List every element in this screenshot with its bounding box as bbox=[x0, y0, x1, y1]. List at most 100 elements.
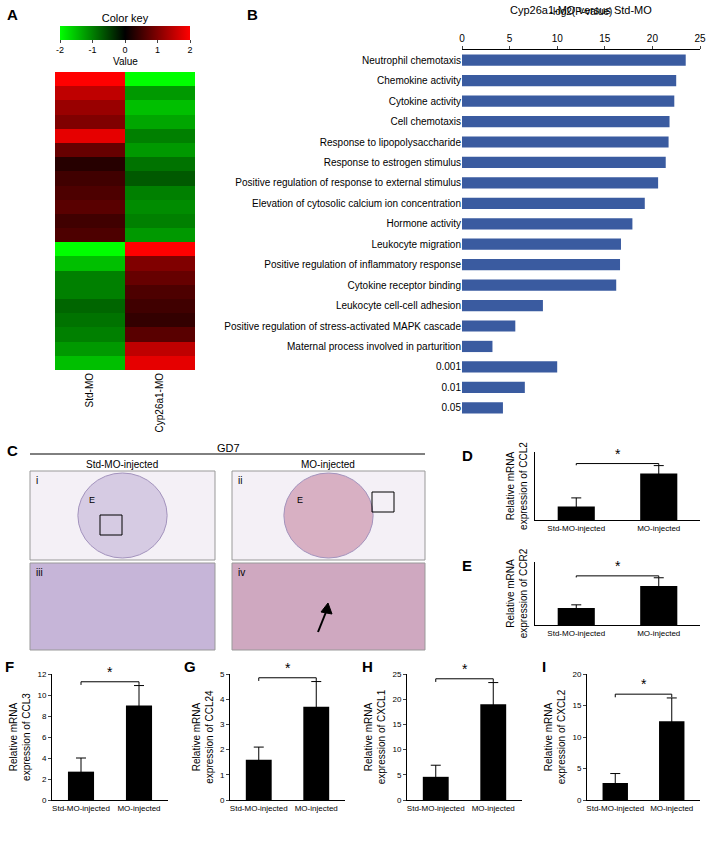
svg-text:Std-MO-injected: Std-MO-injected bbox=[586, 804, 644, 813]
svg-text:3: 3 bbox=[220, 720, 225, 729]
svg-text:Relative mRNAexpression of CXC: Relative mRNAexpression of CXCL2 bbox=[543, 689, 567, 784]
svg-text:*: * bbox=[285, 660, 291, 676]
svg-text:0: 0 bbox=[220, 796, 225, 805]
svg-text:0: 0 bbox=[122, 45, 127, 55]
svg-text:Cell chemotaxis: Cell chemotaxis bbox=[390, 116, 461, 127]
svg-text:-1: -1 bbox=[88, 45, 96, 55]
svg-text:*: * bbox=[107, 664, 113, 680]
svg-text:Std-MO-injected: Std-MO-injected bbox=[547, 524, 605, 533]
svg-text:MO-injected: MO-injected bbox=[472, 804, 515, 813]
svg-text:MO-injected: MO-injected bbox=[295, 804, 338, 813]
svg-text:5: 5 bbox=[507, 33, 513, 44]
svg-text:MO-injected: MO-injected bbox=[637, 524, 680, 533]
svg-text:MO-injected: MO-injected bbox=[637, 629, 680, 638]
svg-text:Relative mRNAexpression of CXC: Relative mRNAexpression of CXCL1 bbox=[363, 689, 387, 784]
svg-text:Relative mRNAexpression of CCL: Relative mRNAexpression of CCL24 bbox=[191, 690, 215, 784]
svg-text:12: 12 bbox=[37, 670, 46, 679]
svg-text:B: B bbox=[247, 6, 258, 23]
svg-text:5: 5 bbox=[220, 670, 225, 679]
svg-text:Hormone activity: Hormone activity bbox=[387, 218, 461, 229]
svg-text:0.001: 0.001 bbox=[436, 361, 461, 372]
svg-text:10: 10 bbox=[572, 733, 581, 742]
svg-text:Positive regulation of stress-: Positive regulation of stress-activated … bbox=[224, 321, 461, 332]
svg-text:15: 15 bbox=[392, 720, 401, 729]
svg-text:4: 4 bbox=[220, 695, 225, 704]
svg-text:E: E bbox=[462, 557, 472, 574]
svg-text:Relative mRNAexpression of CCL: Relative mRNAexpression of CCL3 bbox=[8, 693, 32, 781]
svg-text:6: 6 bbox=[42, 733, 47, 742]
svg-text:Cytokine activity: Cytokine activity bbox=[389, 96, 461, 107]
svg-text:Cytokine receptor binding: Cytokine receptor binding bbox=[348, 280, 461, 291]
svg-text:-2: -2 bbox=[56, 45, 64, 55]
svg-text:0: 0 bbox=[42, 796, 47, 805]
svg-text:4: 4 bbox=[42, 754, 47, 763]
svg-text:MO-injected: MO-injected bbox=[650, 804, 693, 813]
svg-text:MO-injected: MO-injected bbox=[117, 804, 160, 813]
svg-text:iv: iv bbox=[238, 567, 245, 578]
svg-text:Cyp26a1-MO versus Std-MO: Cyp26a1-MO versus Std-MO bbox=[510, 4, 652, 16]
svg-text:Neutrophil chemotaxis: Neutrophil chemotaxis bbox=[362, 55, 461, 66]
svg-text:15: 15 bbox=[599, 33, 611, 44]
svg-text:*: * bbox=[615, 446, 621, 462]
svg-text:Maternal process involved in p: Maternal process involved in parturition bbox=[287, 341, 461, 352]
svg-text:5: 5 bbox=[397, 771, 402, 780]
svg-text:10: 10 bbox=[392, 745, 401, 754]
svg-text:1: 1 bbox=[220, 771, 225, 780]
svg-text:10: 10 bbox=[37, 691, 46, 700]
svg-text:Leukocyte cell-cell adhesion: Leukocyte cell-cell adhesion bbox=[336, 300, 461, 311]
svg-text:20: 20 bbox=[572, 670, 581, 679]
svg-text:*: * bbox=[615, 558, 621, 574]
svg-text:20: 20 bbox=[647, 33, 659, 44]
svg-text:F: F bbox=[5, 658, 14, 675]
svg-text:1: 1 bbox=[155, 45, 160, 55]
svg-text:I: I bbox=[542, 658, 546, 675]
svg-text:Positive regulation of inflamm: Positive regulation of inflammatory resp… bbox=[264, 259, 461, 270]
svg-text:2: 2 bbox=[220, 745, 225, 754]
svg-text:Value: Value bbox=[113, 56, 138, 67]
svg-text:Relative mRNAexpression of CCL: Relative mRNAexpression of CCL2 bbox=[505, 442, 529, 530]
svg-text:Std-MO-injected: Std-MO-injected bbox=[52, 804, 110, 813]
svg-text:Std-MO-injected: Std-MO-injected bbox=[230, 804, 288, 813]
svg-text:Chemokine activity: Chemokine activity bbox=[377, 75, 461, 86]
svg-text:i: i bbox=[36, 475, 38, 486]
svg-text:*: * bbox=[641, 676, 647, 692]
svg-text:Leukocyte migration: Leukocyte migration bbox=[372, 239, 462, 250]
svg-text:GD7: GD7 bbox=[217, 442, 240, 454]
svg-text:Elevation of cytosolic calcium: Elevation of cytosolic calcium ion conce… bbox=[252, 198, 461, 209]
svg-text:Std-MO-injected: Std-MO-injected bbox=[547, 629, 605, 638]
svg-text:2: 2 bbox=[42, 775, 47, 784]
svg-text:0.05: 0.05 bbox=[442, 402, 462, 413]
svg-text:2: 2 bbox=[187, 45, 192, 55]
svg-text:Std-MO-injected: Std-MO-injected bbox=[86, 459, 158, 470]
svg-text:-log2(P-value): -log2(P-value) bbox=[550, 6, 613, 17]
svg-text:E: E bbox=[89, 495, 95, 505]
svg-text:Relative mRNAexpression of CCR: Relative mRNAexpression of CCR2 bbox=[505, 548, 529, 638]
svg-text:ii: ii bbox=[238, 475, 242, 486]
svg-text:G: G bbox=[184, 658, 196, 675]
svg-text:Response to estrogen stimulus: Response to estrogen stimulus bbox=[324, 157, 461, 168]
svg-text:25: 25 bbox=[392, 670, 401, 679]
svg-text:H: H bbox=[362, 658, 373, 675]
svg-text:Std-MO: Std-MO bbox=[84, 373, 95, 408]
svg-text:8: 8 bbox=[42, 712, 47, 721]
svg-text:C: C bbox=[7, 442, 18, 459]
svg-text:0: 0 bbox=[577, 796, 582, 805]
svg-text:20: 20 bbox=[392, 695, 401, 704]
svg-text:0: 0 bbox=[459, 33, 465, 44]
svg-text:*: * bbox=[462, 661, 468, 677]
svg-text:Color key: Color key bbox=[102, 12, 149, 24]
svg-text:D: D bbox=[462, 447, 473, 464]
svg-text:MO-injected: MO-injected bbox=[301, 459, 355, 470]
svg-text:25: 25 bbox=[694, 33, 706, 44]
svg-text:Response to lipopolysaccharide: Response to lipopolysaccharide bbox=[320, 137, 462, 148]
svg-text:E: E bbox=[297, 495, 303, 505]
svg-text:15: 15 bbox=[572, 701, 581, 710]
svg-text:A: A bbox=[7, 6, 18, 23]
svg-text:5: 5 bbox=[577, 764, 582, 773]
svg-text:iii: iii bbox=[36, 567, 43, 578]
svg-text:Std-MO-injected: Std-MO-injected bbox=[407, 804, 465, 813]
svg-text:0.01: 0.01 bbox=[442, 382, 462, 393]
svg-text:Cyp26a1-MO: Cyp26a1-MO bbox=[154, 373, 165, 433]
svg-text:10: 10 bbox=[552, 33, 564, 44]
svg-text:Positive regulation of respons: Positive regulation of response to exter… bbox=[235, 177, 461, 188]
